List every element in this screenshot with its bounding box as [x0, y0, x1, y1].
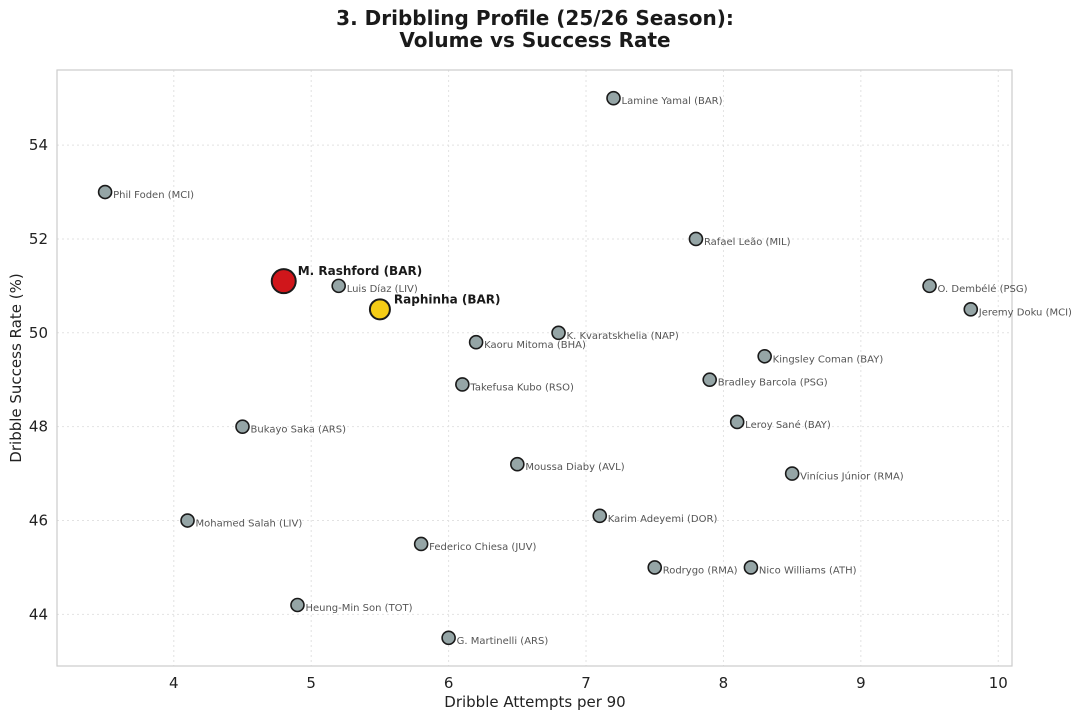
point-label: G. Martinelli (ARS) [457, 636, 549, 647]
scatter-point [743, 560, 759, 575]
point-label: Luis Díaz (LIV) [347, 283, 418, 295]
point-label: Jeremy Doku (MCI) [978, 307, 1072, 318]
scatter-point [702, 372, 717, 388]
scatter-point [413, 536, 429, 552]
point-label: Moussa Diaby (AVL) [525, 462, 624, 473]
y-tick-label: 48 [29, 418, 48, 436]
axis-ticks: 4 5 6 7 8 9 10 44 46 48 50 52 54 [29, 136, 1008, 692]
x-tick-label: 5 [306, 674, 316, 692]
y-tick-label: 54 [29, 136, 48, 154]
highlight-point [270, 268, 297, 295]
scatter-point [688, 231, 704, 247]
scatter-point [331, 278, 346, 294]
scatter-point [468, 334, 484, 350]
scatter-point [784, 466, 800, 481]
scatter-point [510, 456, 525, 472]
point-label: Heung-Min Son (TOT) [305, 603, 412, 614]
data-points: Lamine Yamal (BAR) Phil Foden (MCI) Rafael… [97, 90, 1072, 647]
y-axis-label: Dribble Success Rate (%) [7, 273, 25, 462]
point-label: O. Dembélé (PSG) [938, 283, 1028, 295]
point-label: Lamine Yamal (BAR) [622, 96, 723, 107]
point-label: K. Kvaratskhelia (NAP) [567, 331, 679, 342]
highlight-label: M. Rashford (BAR) [298, 264, 423, 278]
point-label: Mohamed Salah (LIV) [196, 519, 303, 530]
point-label: Kaoru Mitoma (BHA) [484, 340, 586, 351]
point-label: Rodrygo (RMA) [663, 565, 738, 576]
scatter-point [97, 184, 113, 200]
point-label: Bukayo Saka (ARS) [251, 425, 347, 436]
highlight-label: Raphinha (BAR) [394, 292, 501, 306]
scatter-point [441, 630, 456, 646]
scatter-point [963, 302, 979, 317]
scatter-point [551, 325, 566, 341]
x-tick-label: 6 [444, 674, 454, 692]
y-tick-label: 50 [29, 324, 48, 342]
x-axis-label: Dribble Attempts per 90 [444, 693, 625, 711]
point-label: Phil Foden (MCI) [113, 190, 194, 201]
point-label: Takefusa Kubo (RSO) [469, 382, 574, 393]
scatter-point [235, 419, 250, 434]
point-label: Kingsley Coman (BAY) [773, 354, 884, 365]
scatter-point [606, 90, 621, 106]
point-label: Vinícius Júnior (RMA) [800, 471, 904, 483]
point-label: Leroy Sané (BAY) [745, 419, 831, 431]
grid [57, 70, 1012, 666]
scatter-point [757, 348, 772, 364]
scatter-point [647, 560, 663, 575]
y-tick-label: 52 [29, 230, 48, 248]
scatter-point [592, 508, 608, 524]
scatter-point [729, 414, 745, 430]
scatter-point [455, 377, 470, 392]
x-tick-label: 7 [581, 674, 591, 692]
chart-title-line-1: 3. Dribbling Profile (25/26 Season): [336, 6, 734, 30]
plot-area-frame [56, 69, 1013, 667]
x-tick-label: 9 [856, 674, 866, 692]
scatter-point [180, 513, 195, 528]
point-label: Nico Williams (ATH) [759, 565, 857, 576]
y-tick-label: 46 [29, 512, 48, 530]
chart-title-line-2: Volume vs Success Rate [399, 28, 670, 52]
x-tick-label: 10 [989, 674, 1008, 692]
point-label: Federico Chiesa (JUV) [429, 542, 536, 553]
x-tick-label: 8 [719, 674, 729, 692]
y-tick-label: 44 [29, 605, 48, 623]
point-label: Karim Adeyemi (DOR) [608, 514, 718, 525]
scatter-point [922, 278, 937, 294]
scatter-point [290, 597, 305, 613]
highlight-point [368, 298, 391, 321]
point-label: Rafael Leão (MIL) [704, 237, 791, 248]
point-label: Bradley Barcola (PSG) [718, 378, 828, 389]
x-tick-label: 4 [169, 674, 179, 692]
